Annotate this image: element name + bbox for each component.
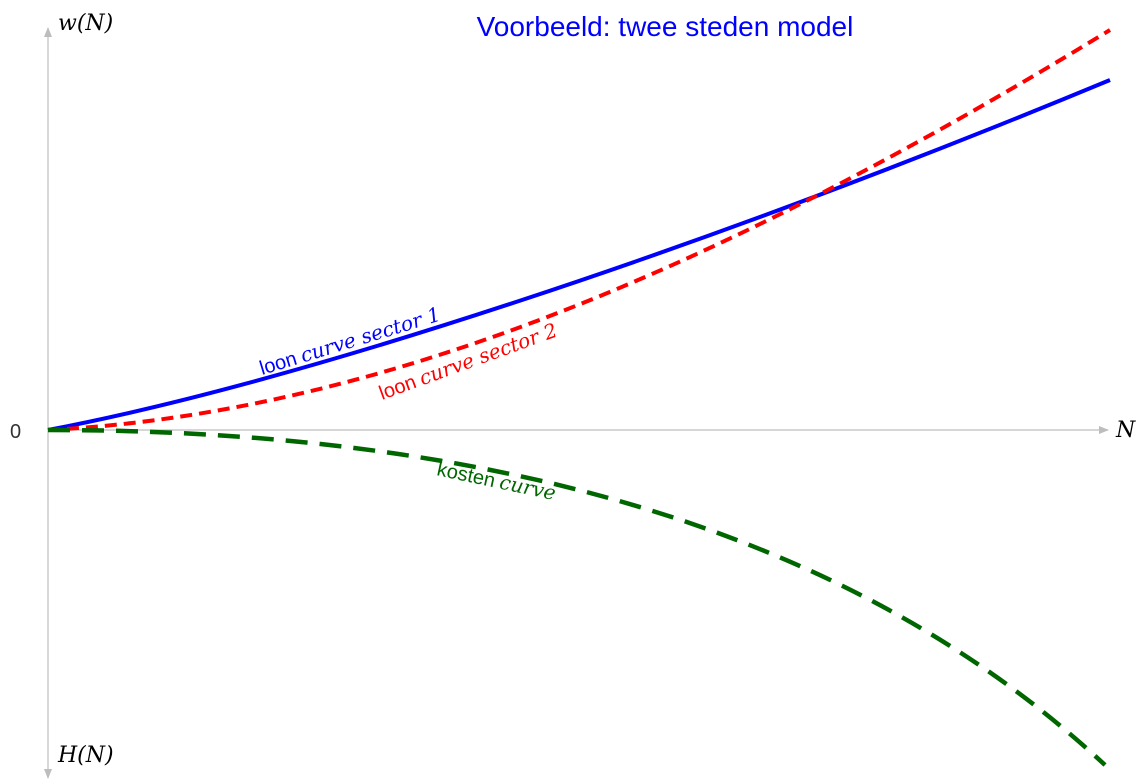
origin-label: 0 <box>10 421 21 443</box>
curve-label-italic: curve <box>498 470 559 505</box>
curve-label-italic: curve sector 1 <box>297 302 443 367</box>
y-top-label: w(N) <box>58 11 113 36</box>
curve-label-plain: kosten <box>435 458 497 492</box>
wage-curve-2 <box>47 28 1112 432</box>
title: Voorbeeld: twee steden model <box>477 11 854 42</box>
y-bottom-label: H(N) <box>57 743 114 768</box>
wage-curve-1 <box>47 78 1111 432</box>
curve-label-plain: loon <box>257 348 300 380</box>
x-label: N <box>1115 418 1136 443</box>
curve-label-plain: loon <box>376 371 419 405</box>
cost-curve <box>47 427 1107 767</box>
curve-label-3: kosten curve <box>435 456 558 505</box>
